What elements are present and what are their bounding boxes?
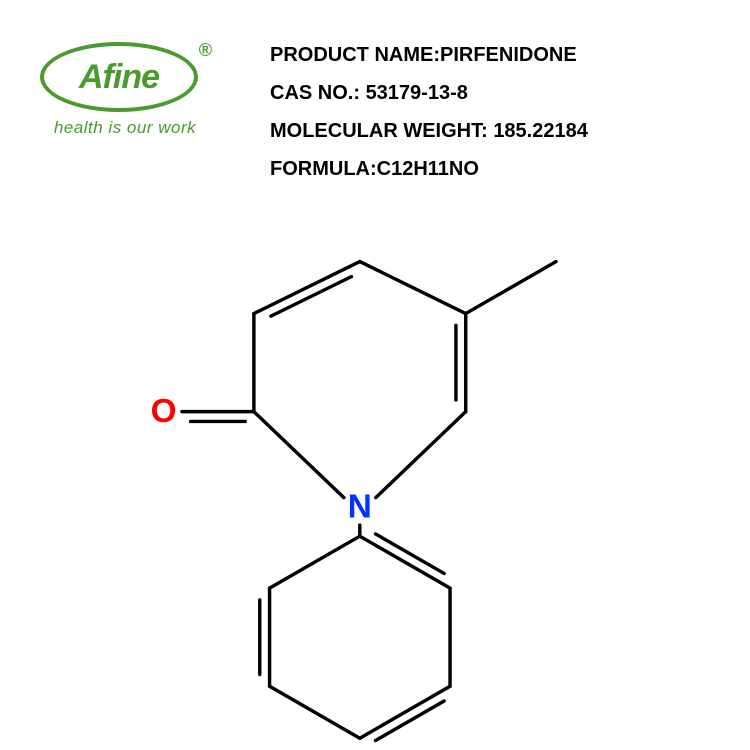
mw-label: MOLECULAR WEIGHT:: [270, 120, 493, 142]
cas-label: CAS NO.:: [270, 82, 366, 104]
chemical-structure: ON: [110, 240, 590, 730]
svg-text:O: O: [151, 393, 177, 430]
mw-row: MOLECULAR WEIGHT: 185.22184: [270, 112, 588, 150]
structure-svg: ON: [110, 240, 590, 750]
product-info: PRODUCT NAME:PIRFENIDONE CAS NO.: 53179-…: [270, 36, 588, 188]
formula-label: FORMULA:: [270, 158, 377, 180]
mw-value: 185.22184: [493, 120, 588, 142]
product-name-row: PRODUCT NAME:PIRFENIDONE: [270, 36, 588, 74]
formula-row: FORMULA:C12H11NO: [270, 150, 588, 188]
product-name-label: PRODUCT NAME:: [270, 44, 440, 66]
registered-mark-icon: ®: [199, 40, 212, 61]
brand-tagline: health is our work: [40, 118, 210, 138]
page: Afine ® health is our work PRODUCT NAME:…: [0, 0, 750, 750]
cas-value: 53179-13-8: [366, 82, 468, 104]
product-name-value: PIRFENIDONE: [440, 44, 577, 66]
cas-row: CAS NO.: 53179-13-8: [270, 74, 588, 112]
logo-oval: Afine ®: [40, 42, 198, 112]
brand-logo: Afine ® health is our work: [40, 42, 210, 138]
logo-text: Afine: [79, 58, 159, 97]
svg-text:N: N: [348, 488, 372, 525]
formula-value: C12H11NO: [377, 158, 479, 180]
